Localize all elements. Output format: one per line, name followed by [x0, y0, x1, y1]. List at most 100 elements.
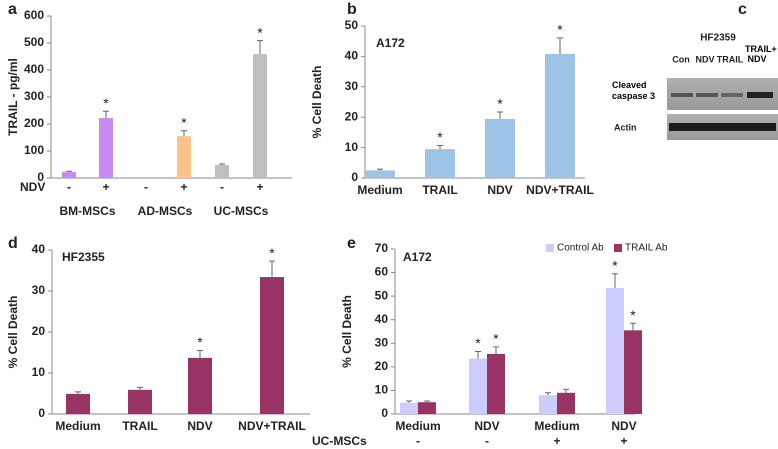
y-tick-label: 60	[375, 265, 389, 279]
x-tick-label: TRAIL	[122, 419, 157, 433]
chart-title: HF2355	[62, 250, 105, 264]
row2-title: UC-MSCs	[312, 434, 367, 448]
x-tick-label: -	[220, 180, 224, 194]
y-axis-label: TRAIL - pg/ml	[6, 58, 20, 136]
significance-star: *	[103, 95, 109, 111]
y-tick-label: 30	[375, 335, 389, 349]
error-bar	[475, 351, 481, 359]
band	[747, 92, 773, 98]
y-tick-label: 300	[24, 89, 44, 103]
y-tick-label: 200	[24, 116, 44, 130]
row-label-box: Cleaved caspase 3	[612, 80, 656, 101]
bar	[545, 53, 575, 178]
y-tick-label: 0	[38, 406, 45, 420]
bar	[624, 330, 642, 414]
error-bar	[497, 111, 503, 120]
error-bar	[219, 163, 225, 166]
error-bar	[181, 130, 187, 137]
y-axis-label: % Cell Death	[310, 66, 324, 139]
bar	[606, 287, 624, 414]
x-tick-label: Medium	[55, 419, 100, 433]
group-label: UC-MSCs	[214, 204, 269, 218]
panel-letter: c	[738, 1, 747, 18]
error-bar	[630, 322, 636, 331]
error-bar	[377, 168, 383, 171]
row-label: Actin	[614, 122, 637, 132]
bar	[128, 389, 152, 414]
y-tick-label: 40	[375, 312, 389, 326]
y-tick-label: 0	[351, 170, 358, 184]
bar	[177, 136, 191, 178]
error-bar	[437, 144, 443, 150]
bar	[418, 402, 436, 414]
bar	[253, 54, 267, 178]
y-tick-label: 10	[345, 140, 359, 154]
significance-star: *	[269, 245, 275, 261]
error-bar	[103, 110, 109, 119]
y-tick-label: 10	[375, 383, 389, 397]
significance-star: *	[497, 96, 503, 112]
bar	[215, 165, 229, 178]
y-tick-label: 40	[32, 242, 46, 256]
lane-label: TRAIL+ NDV	[745, 44, 777, 64]
row2-label: +	[620, 434, 627, 448]
row-label: Cleaved caspase 3	[612, 80, 656, 101]
x-tick-label: -	[67, 180, 71, 194]
bar	[539, 395, 557, 414]
x-tick-label: NDV	[187, 419, 212, 433]
y-axis-label: % Cell Death	[340, 295, 354, 368]
error-bar	[257, 40, 263, 55]
row2-label: +	[553, 434, 560, 448]
y-tick-label: 10	[32, 365, 46, 379]
y-tick-label: 20	[32, 324, 46, 338]
y-tick-label: 20	[345, 109, 359, 123]
legend-label: Control Ab	[557, 243, 604, 254]
y-tick-label: 70	[375, 241, 389, 255]
bar	[425, 149, 455, 178]
x-tick-label: Medium	[534, 419, 579, 433]
y-tick-label: 40	[345, 49, 359, 63]
bar	[260, 277, 284, 414]
error-bar	[75, 391, 81, 394]
bar	[400, 402, 418, 414]
row2-label: -	[485, 434, 489, 448]
x-tick-label: TRAIL	[422, 183, 457, 197]
bar	[485, 119, 515, 178]
significance-star: *	[557, 22, 563, 38]
significance-star: *	[475, 335, 481, 351]
significance-star: *	[197, 334, 203, 350]
group-label: AD-MSCs	[138, 204, 193, 218]
band	[669, 123, 776, 131]
bar	[188, 357, 212, 414]
bar	[469, 358, 487, 414]
bar	[66, 393, 90, 414]
x-tick-label: NDV	[487, 183, 512, 197]
legend-swatch	[546, 244, 554, 252]
bar	[487, 353, 505, 414]
bar	[99, 118, 113, 178]
x-tick-label: NDV+TRAIL	[526, 183, 594, 197]
y-tick-label: 0	[381, 406, 388, 420]
error-bar	[66, 170, 72, 173]
chart-title: A172	[403, 250, 432, 264]
error-bar	[545, 392, 551, 396]
significance-star: *	[181, 114, 187, 130]
legend-label: TRAIL Ab	[625, 243, 668, 254]
y-tick-label: 50	[345, 18, 359, 32]
error-bar	[137, 386, 143, 390]
significance-star: *	[630, 307, 636, 323]
error-bar	[557, 37, 563, 54]
panel-letter: d	[8, 235, 18, 252]
band	[671, 93, 693, 97]
row2-label: -	[416, 434, 420, 448]
category-row-label: NDV	[20, 180, 45, 194]
x-tick-label: NDV	[474, 419, 499, 433]
y-tick-label: 50	[375, 288, 389, 302]
lane-label: TRAIL	[717, 54, 744, 64]
group-label: BM-MSCs	[60, 204, 116, 218]
x-tick-label: Medium	[357, 183, 402, 197]
significance-star: *	[493, 331, 499, 347]
error-bar	[269, 260, 275, 278]
y-tick-label: 600	[24, 8, 44, 22]
